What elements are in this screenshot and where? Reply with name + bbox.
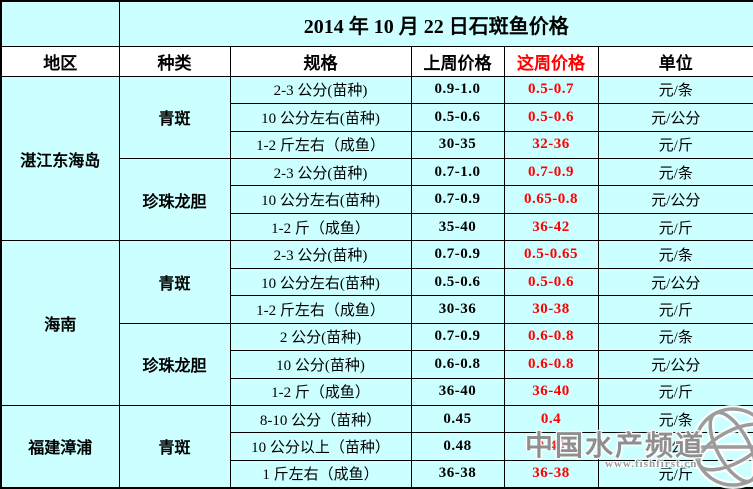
spec-cell: 10 公分左右(苗种): [229, 103, 412, 132]
last-week-price: 0.7-1.0: [410, 158, 505, 187]
this-week-price: 0.5-0.65: [503, 240, 599, 269]
last-week-price: 0.6-0.8: [410, 350, 505, 379]
species-cell-qingban-3: 青斑: [118, 404, 231, 489]
unit-cell: 元/公分: [597, 103, 753, 132]
header-unit: 单位: [597, 46, 753, 77]
this-week-price: 36-42: [503, 212, 599, 242]
last-week-price: 0.48: [410, 432, 505, 461]
header-spec: 规格: [229, 46, 412, 77]
spec-cell: 2 公分(苗种): [229, 322, 412, 352]
last-week-price: 0.7-0.9: [410, 322, 505, 352]
title-row: 2014 年 10 月 22 日石斑鱼价格: [0, 0, 753, 48]
table-row: 福建漳浦 青斑 8-10 公分（苗种） 0.45 0.4 元/条: [0, 404, 753, 489]
spec-cell: 10 公分左右(苗种): [229, 267, 412, 297]
unit-cell: 元/条: [597, 158, 753, 187]
unit-cell: 元/条: [597, 75, 753, 105]
unit-cell: 元/条: [597, 404, 753, 434]
unit-cell: 元/斤: [597, 295, 753, 324]
species-cell-qingban-1: 青斑: [118, 75, 231, 160]
spec-cell: 2-3 公分(苗种): [229, 75, 412, 105]
last-week-price: 0.7-0.9: [410, 240, 505, 269]
page-title: 2014 年 10 月 22 日石斑鱼价格: [118, 0, 753, 48]
table-row: 1-2 斤（成鱼） 35-40 36-42 元/斤: [1, 212, 753, 242]
last-week-price: 30-35: [410, 130, 505, 160]
table-row: 珍珠龙胆 2 公分(苗种) 0.7-0.9 0.6-0.8 元/条: [1, 322, 753, 406]
last-week-price: 0.9-1.0: [410, 75, 505, 105]
title-spacer-cell: [0, 0, 120, 48]
unit-cell: 元/公分: [597, 432, 753, 461]
header-last-week: 上周价格: [410, 46, 505, 77]
spec-cell: 10 公分以上（苗种）: [229, 432, 412, 461]
this-week-price: 0.5-0.6: [503, 103, 599, 132]
region-cell-hainan: 海南: [0, 240, 120, 406]
unit-cell: 元/斤: [597, 130, 753, 160]
table-row: 10 公分左右(苗种) 0.5-0.6 0.5-0.6 元/公分: [1, 267, 753, 297]
unit-cell: 元/条: [597, 240, 753, 269]
this-week-price: 32-36: [503, 130, 599, 160]
last-week-price: 0.7-0.9: [410, 185, 505, 214]
header-this-week: 这周价格: [503, 46, 599, 77]
table-row: 1-2 斤左右（成鱼） 30-35 32-36 元/斤: [1, 130, 753, 160]
unit-cell: 元/公分: [597, 267, 753, 297]
unit-cell: 元/公分: [597, 185, 753, 214]
unit-cell: 元/公分: [597, 350, 753, 379]
unit-cell: 元/条: [597, 322, 753, 352]
spec-cell: 10 公分左右(苗种): [229, 185, 412, 214]
this-week-price: 36-38: [503, 459, 599, 489]
species-cell-zhenzhulongdan-1: 珍珠龙胆: [118, 158, 231, 242]
this-week-price: 0.6-0.8: [503, 350, 599, 379]
table-row: 珍珠龙胆 2-3 公分(苗种) 0.7-1.0 0.7-0.9 元/条: [1, 158, 753, 242]
last-week-price: 0.5-0.6: [410, 267, 505, 297]
this-week-price: 0.7-0.9: [503, 158, 599, 187]
table-row: 10 公分左右(苗种) 0.5-0.6 0.5-0.6 元/公分: [1, 103, 753, 132]
last-week-price: 0.45: [410, 404, 505, 434]
spec-cell: 8-10 公分（苗种）: [229, 404, 412, 434]
last-week-price: 0.5-0.6: [410, 103, 505, 132]
this-week-price: 0.6-0.8: [503, 322, 599, 352]
spec-cell: 1-2 斤左右（成鱼）: [229, 130, 412, 160]
spec-cell: 2-3 公分(苗种): [229, 240, 412, 269]
header-row: 地区 种类 规格 上周价格 这周价格 单位: [0, 46, 753, 77]
spec-cell: 1 斤左右（成鱼）: [229, 459, 412, 489]
spec-cell: 10 公分(苗种): [229, 350, 412, 379]
region-cell-zhanjiang: 湛江东海岛: [0, 75, 120, 242]
spec-cell: 1-2 斤左右（成鱼）: [229, 295, 412, 324]
this-week-price: 0.5-0.7: [503, 75, 599, 105]
spec-cell: 2-3 公分(苗种): [229, 158, 412, 187]
region-cell-fujian: 福建漳浦: [0, 404, 120, 489]
unit-cell: 元/斤: [597, 377, 753, 406]
unit-cell: 元/斤: [597, 459, 753, 489]
header-species: 种类: [118, 46, 231, 77]
table-row: 湛江东海岛 青斑 2-3 公分(苗种) 0.9-1.0 0.5-0.7 元/条: [0, 75, 753, 242]
this-week-price: 0.4: [503, 404, 599, 434]
this-week-price: 0.65-0.8: [503, 185, 599, 214]
spec-cell: 1-2 斤（成鱼）: [229, 212, 412, 242]
this-week-price: 30-38: [503, 295, 599, 324]
this-week-price: 0.5-0.6: [503, 267, 599, 297]
this-week-price: 0.45: [503, 432, 599, 461]
species-cell-zhenzhulongdan-2: 珍珠龙胆: [118, 322, 231, 406]
this-week-price: 36-40: [503, 377, 599, 406]
last-week-price: 35-40: [410, 212, 505, 242]
table-row: 10 公分(苗种) 0.6-0.8 0.6-0.8 元/公分: [1, 350, 753, 379]
last-week-price: 30-36: [410, 295, 505, 324]
last-week-price: 36-40: [410, 377, 505, 406]
table-row: 1-2 斤左右（成鱼） 30-36 30-38 元/斤: [1, 295, 753, 324]
last-week-price: 36-38: [410, 459, 505, 489]
spec-cell: 1-2 斤（成鱼）: [229, 377, 412, 406]
table-row: 海南 青斑 2-3 公分(苗种) 0.7-0.9 0.5-0.65 元/条: [0, 240, 753, 406]
species-cell-qingban-2: 青斑: [118, 240, 231, 324]
unit-cell: 元/斤: [597, 212, 753, 242]
header-region: 地区: [0, 46, 120, 77]
